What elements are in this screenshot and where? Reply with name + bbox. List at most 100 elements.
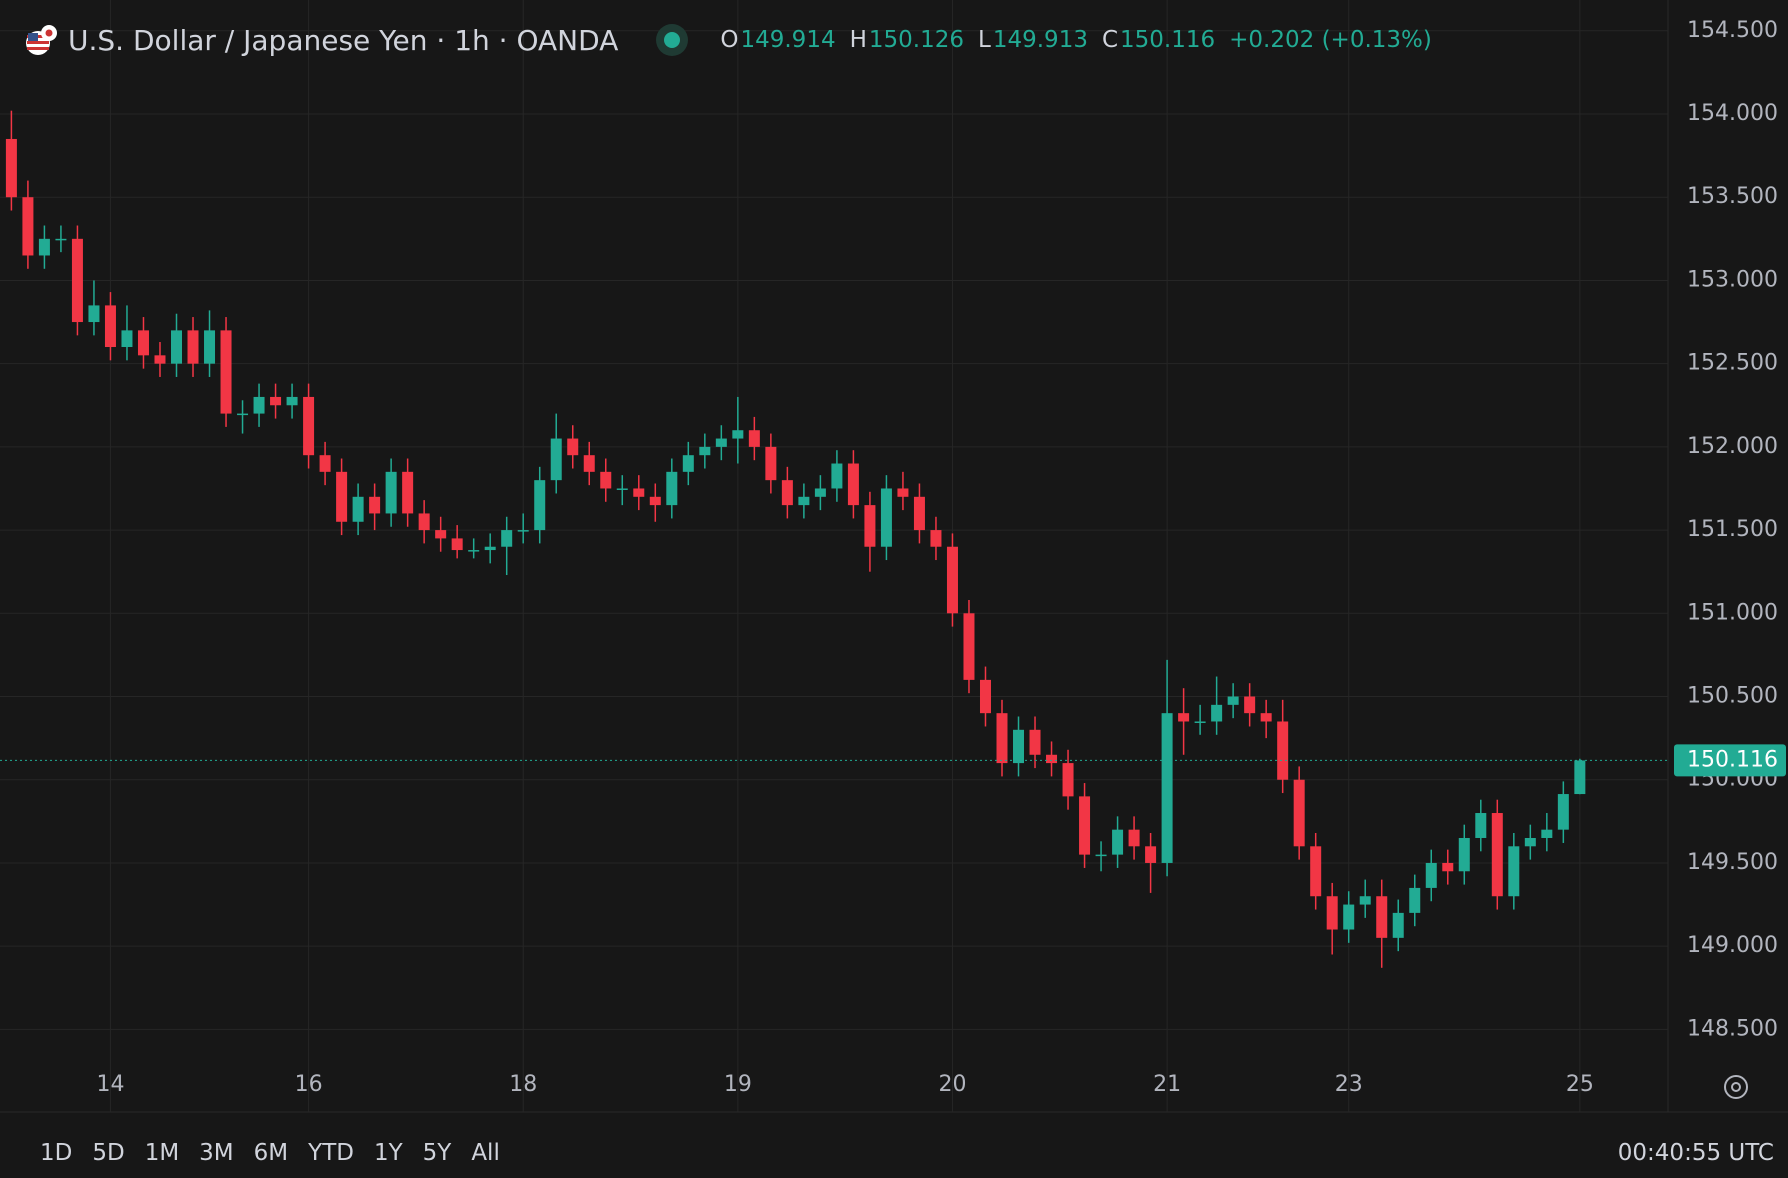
- candle-body: [682, 455, 694, 472]
- candle-body: [583, 455, 595, 472]
- candle-body: [1326, 896, 1338, 930]
- candle-body: [402, 471, 414, 514]
- candle-body: [600, 471, 612, 489]
- range-button[interactable]: 1M: [144, 1140, 180, 1166]
- y-tick-label: 148.500: [1687, 1016, 1778, 1041]
- candle-body: [814, 488, 826, 497]
- candle-body: [1029, 729, 1041, 755]
- ohlc-low: L149.913: [978, 27, 1088, 53]
- ohlc-label: O: [720, 27, 739, 53]
- candle-body: [534, 480, 546, 531]
- range-button[interactable]: 5D: [92, 1140, 125, 1166]
- candle-body: [55, 238, 67, 241]
- candle-body: [38, 238, 50, 256]
- candle-body: [1145, 846, 1157, 863]
- candle-body: [435, 530, 447, 539]
- candle-body: [1194, 721, 1206, 723]
- candle-body: [204, 330, 216, 364]
- x-tick-label: 19: [724, 1072, 752, 1097]
- x-tick-label: 14: [96, 1072, 124, 1097]
- candle-body: [237, 413, 249, 416]
- range-button[interactable]: All: [471, 1140, 500, 1166]
- candle-body: [1178, 713, 1190, 722]
- candle-body: [1524, 837, 1536, 847]
- candle-body: [220, 330, 232, 414]
- candle-body: [319, 455, 331, 472]
- candle-body: [897, 488, 909, 497]
- candle-body: [930, 530, 942, 547]
- candle-body: [5, 138, 17, 198]
- x-tick-label: 23: [1335, 1072, 1363, 1097]
- y-tick-label: 151.000: [1687, 600, 1778, 625]
- candle-body: [781, 480, 793, 506]
- ohlc-value: 149.913: [992, 27, 1088, 53]
- candle-body: [369, 496, 381, 514]
- candle-body: [385, 471, 397, 514]
- last-price-tag: [1674, 744, 1786, 777]
- x-tick-label: 21: [1153, 1072, 1181, 1097]
- candle-body: [765, 446, 777, 481]
- candle-body: [880, 488, 892, 547]
- candle-body: [616, 488, 628, 490]
- last-price-label: 150.116: [1687, 747, 1778, 772]
- range-button[interactable]: 5Y: [422, 1140, 452, 1166]
- candle-body: [1095, 854, 1107, 857]
- bottom-toolbar: 1D 5D 1M 3M 6M YTD 1Y 5Y All 00:40:55 UTC: [0, 1128, 1788, 1178]
- candle-body: [303, 396, 315, 456]
- settings-icon-ring: [1724, 1075, 1748, 1099]
- candle-body: [666, 471, 678, 506]
- candle-body: [451, 538, 463, 551]
- y-tick-label: 152.000: [1687, 434, 1778, 459]
- candle-body: [1244, 696, 1256, 714]
- range-button[interactable]: 1Y: [373, 1140, 403, 1166]
- candle-body: [1161, 713, 1173, 863]
- candle-body: [1277, 721, 1289, 780]
- ohlc-open: O149.914: [720, 27, 835, 53]
- range-button[interactable]: 1D: [40, 1140, 73, 1166]
- clock: 00:40:55 UTC: [1617, 1140, 1774, 1166]
- candle-body: [946, 546, 958, 614]
- ohlc-change: +0.202 (+0.13%): [1229, 27, 1432, 53]
- candle-body: [1013, 729, 1025, 764]
- settings-icon-hub: [1731, 1082, 1741, 1092]
- candle-body: [732, 430, 744, 439]
- candle-body: [996, 713, 1008, 764]
- candle-body: [137, 330, 149, 356]
- symbol-title: U.S. Dollar / Japanese Yen · 1h · OANDA: [68, 23, 619, 57]
- candle-body: [649, 496, 661, 506]
- ohlc-label: H: [849, 27, 867, 53]
- candle-body: [1458, 837, 1470, 872]
- candle-body: [831, 463, 843, 489]
- ohlc-close: C150.116: [1102, 27, 1215, 53]
- x-tick-label: 16: [295, 1072, 323, 1097]
- candle-body: [1227, 696, 1239, 705]
- candle-body: [154, 355, 166, 364]
- candle-body: [517, 530, 529, 532]
- y-tick-label: 149.500: [1687, 850, 1778, 875]
- legend-header: U.S. Dollar / Japanese Yen · 1h · OANDA …: [24, 18, 1432, 62]
- candle-body: [253, 396, 265, 414]
- candle-body: [1508, 846, 1520, 897]
- settings-icon[interactable]: [1724, 1075, 1748, 1099]
- ohlc-label: L: [978, 27, 991, 53]
- candle-body: [1293, 779, 1305, 847]
- candle-body: [1574, 760, 1586, 795]
- candle-body: [1310, 846, 1322, 897]
- ohlc-value: 149.914: [740, 27, 836, 53]
- y-tick-label: 154.500: [1687, 18, 1778, 43]
- candle-body: [963, 613, 975, 680]
- candle-body: [1112, 829, 1124, 855]
- candle-body: [1359, 896, 1371, 905]
- range-button[interactable]: 6M: [253, 1140, 289, 1166]
- candle-body: [1541, 829, 1553, 838]
- y-tick-label: 152.500: [1687, 351, 1778, 376]
- candle-body: [1079, 796, 1091, 855]
- candle-body: [1376, 896, 1388, 938]
- candle-body: [270, 396, 282, 406]
- candle-body: [187, 330, 199, 364]
- candle-body: [88, 305, 100, 323]
- candle-body: [1409, 887, 1421, 913]
- candle-body: [104, 305, 116, 348]
- range-button[interactable]: 3M: [199, 1140, 234, 1166]
- range-button[interactable]: YTD: [308, 1140, 354, 1166]
